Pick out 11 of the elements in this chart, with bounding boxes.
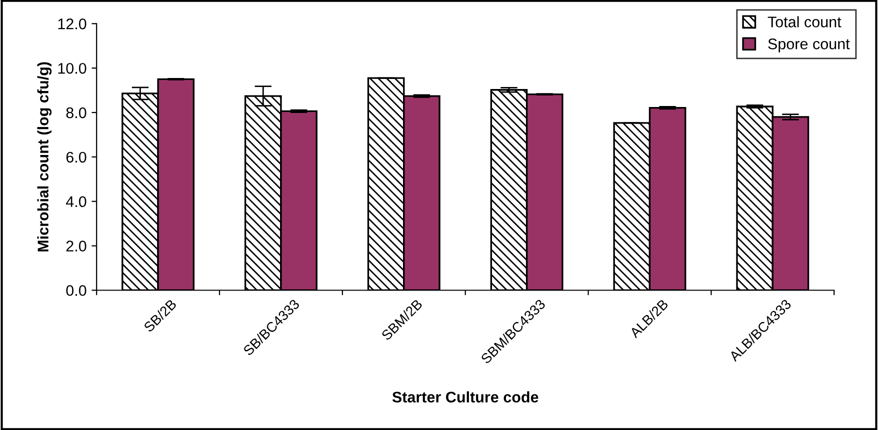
y-tick-label: 2.0 — [66, 240, 86, 252]
y-tick-label: 6.0 — [66, 152, 86, 163]
y-tick-label: 4.0 — [66, 196, 86, 208]
y-axis-title: Microbial count (log cfu/g) — [37, 62, 52, 252]
y-tick-label: 12.0 — [58, 18, 86, 30]
y-tick-label: 0.0 — [66, 285, 86, 296]
legend-label: Spore count — [768, 38, 850, 52]
legend-label: Total count — [768, 16, 842, 28]
y-tick-label: 10.0 — [58, 62, 86, 74]
y-tick-label: 8.0 — [66, 107, 86, 118]
x-axis-title: Starter Culture code — [392, 391, 538, 403]
